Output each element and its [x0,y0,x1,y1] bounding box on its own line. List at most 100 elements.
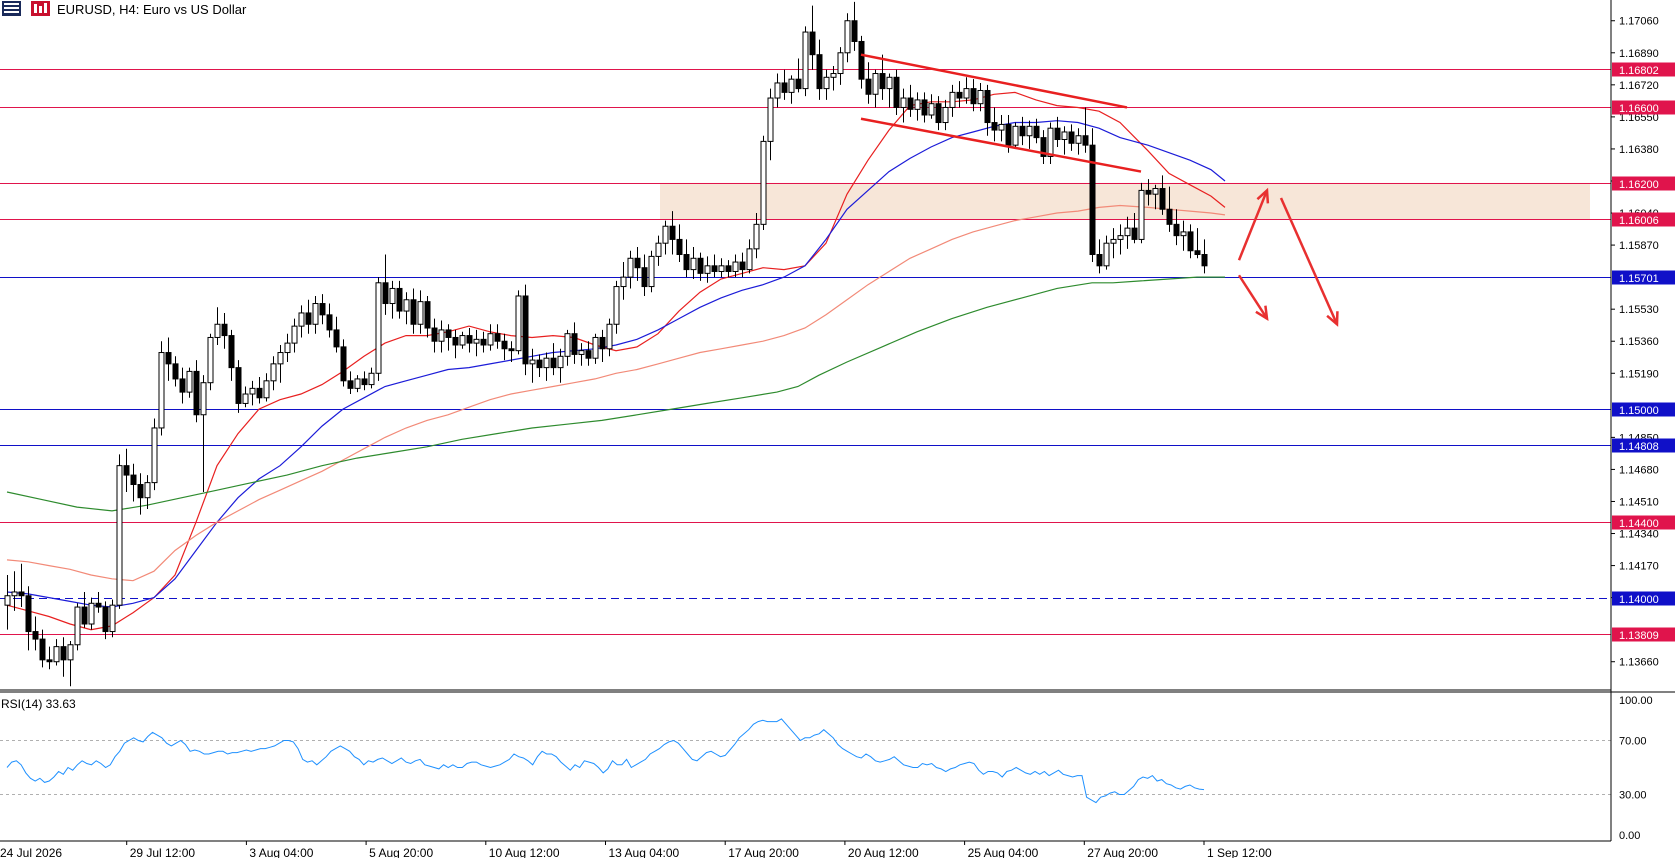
candle [1117,224,1124,255]
level-tag-4: 1.15701 [1619,273,1659,285]
level-tag-3: 1.16006 [1619,215,1659,227]
candle [88,597,95,630]
candle [487,324,494,351]
arrow-1[interactable] [1279,197,1339,327]
candle [284,333,291,362]
level-tag-7: 1.14400 [1619,518,1659,530]
candle [550,343,557,376]
candle [368,367,375,389]
candle [158,341,165,436]
candle [648,250,655,293]
candle [592,333,599,364]
candle [585,341,592,366]
candle [410,288,417,334]
candle [627,250,634,289]
supply-zone-rect [660,182,1590,220]
candle [46,646,53,670]
candle [389,280,396,319]
candle [291,318,298,353]
candle [130,463,137,502]
level-tag-bg-6 [1612,438,1675,453]
candle [683,239,690,278]
candle [1159,175,1166,215]
price-tick-8: 1.15530 [1619,304,1659,316]
candle [1068,124,1075,151]
candle [242,386,249,408]
rsi-levels [0,740,1611,795]
candle [480,331,487,353]
channel-line-1[interactable] [860,117,1142,173]
level-tag-5: 1.15000 [1619,405,1659,417]
channel-line-0[interactable] [860,53,1128,109]
rsi-tick-2: 30.00 [1619,790,1647,802]
candle [613,280,620,334]
candle [760,135,767,230]
candle [1047,122,1054,165]
candle [977,82,984,112]
candle [970,79,977,112]
candle [74,603,81,651]
level-tag-0: 1.16802 [1619,65,1659,77]
candle [732,254,739,278]
candle [823,69,830,100]
price-tick-13: 1.14510 [1619,496,1659,508]
candle [1012,122,1019,149]
time-tick-10: 1 Sep 12:00 [1207,846,1272,858]
price-tick-9: 1.15360 [1619,336,1659,348]
candle [844,13,851,63]
candle [641,254,648,296]
rsi-path [6,718,1205,804]
candle [1075,128,1082,155]
candle [963,77,970,104]
candle [781,69,788,100]
candle [53,639,60,666]
arrow-2[interactable] [1237,274,1269,322]
candle [1201,239,1208,274]
time-axis[interactable]: 24 Jul 2026 29 Jul 12:00 3 Aug 04:00 5 Aug … [0,841,1272,860]
candle [102,601,109,640]
candle [333,316,340,353]
moving-average-0 [6,91,1226,631]
time-tick-3: 5 Aug 20:00 [369,846,433,858]
candle [739,252,746,278]
price-tick-0: 1.17060 [1619,16,1659,28]
candle [501,333,508,361]
candle [543,352,550,381]
candle [1152,184,1159,210]
candle [424,295,431,338]
candle [494,324,501,349]
candle [60,637,67,677]
candle [1180,220,1187,251]
candle [928,94,935,119]
menu-icon[interactable] [2,1,21,16]
candle [326,303,333,338]
candle [452,329,459,359]
candle [1110,228,1117,259]
candle [753,213,760,259]
level-tag-bg-3 [1612,212,1675,227]
candle [186,367,193,398]
candle [1089,128,1096,263]
candle [809,5,816,70]
candle [564,329,571,366]
candle [1082,107,1089,153]
candle [403,292,410,325]
candle [200,375,207,493]
chart-type-icon[interactable] [31,1,50,16]
time-tick-2: 3 Aug 04:00 [249,846,313,858]
candle [459,331,466,349]
candle [690,246,697,280]
candle [39,629,46,668]
candle [879,54,886,100]
arrow-0[interactable] [1237,187,1270,261]
candle [207,333,214,391]
candle [172,356,179,387]
candle [606,318,613,357]
candle [137,473,144,515]
candle [319,294,326,325]
moving-averages [6,91,1226,631]
candle [788,75,795,104]
candle [830,65,837,91]
candle [354,375,361,393]
